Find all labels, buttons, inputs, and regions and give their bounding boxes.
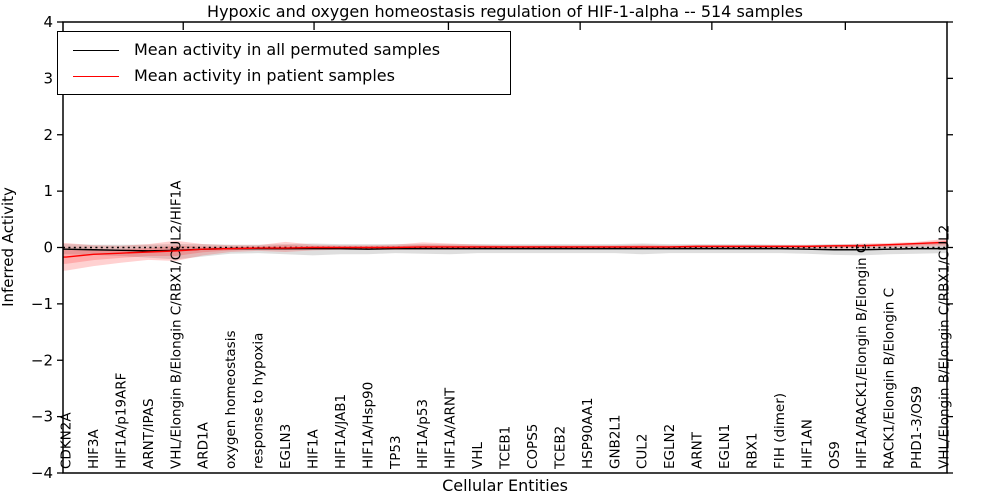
- x-category-label: PHD1-3/OS9: [909, 386, 925, 469]
- x-category-label: TCEB2: [552, 426, 568, 470]
- x-category-label: ARNT: [690, 431, 706, 469]
- x-axis-label: Cellular Entities: [442, 476, 568, 495]
- legend-line-permuted: [73, 49, 119, 51]
- x-category-label: RBX1: [744, 433, 760, 469]
- x-category-label: GNB2L1: [607, 414, 623, 469]
- x-category-label: EGLN3: [278, 424, 294, 469]
- x-category-label: ARD1A: [196, 421, 212, 469]
- legend-item-permuted: Mean activity in all permuted samples: [73, 40, 510, 60]
- patient-mean-line: [63, 241, 947, 258]
- legend-line-patient: [73, 75, 119, 77]
- x-category-label: HIF1A/p53: [415, 399, 431, 469]
- x-category-label: HIF1A/Hsp90: [360, 382, 376, 469]
- x-category-label: FIH (dimer): [772, 393, 788, 469]
- x-category-label: RACK1/Elongin B/Elongin C: [882, 288, 898, 469]
- y-tick-label: −4: [31, 464, 53, 482]
- x-category-label: HIF1A/JAB1: [333, 394, 349, 469]
- x-category-label: HIF1A/p19ARF: [113, 373, 129, 469]
- x-category-label: ARNT/IPAS: [141, 398, 157, 469]
- y-tick-label: −3: [31, 408, 53, 426]
- x-category-label: oxygen homeostasis: [223, 331, 239, 470]
- y-tick-label: −2: [31, 351, 53, 369]
- legend-item-patient: Mean activity in patient samples: [73, 66, 510, 86]
- x-category-label: HIF1A/RACK1/Elongin B/Elongin C: [854, 244, 870, 469]
- x-category-label: OS9: [827, 441, 843, 469]
- x-category-label: EGLN1: [717, 424, 733, 469]
- x-category-label: VHL/Elongin B/Elongin C/RBX1/CUL2: [937, 225, 953, 469]
- patient-band: [63, 239, 947, 271]
- y-tick-label: 1: [43, 182, 53, 200]
- x-category-label: HIF1A: [305, 429, 321, 469]
- x-category-label: HIF3A: [86, 429, 102, 469]
- x-category-label: TCEB1: [498, 426, 514, 470]
- legend-label-permuted: Mean activity in all permuted samples: [134, 40, 441, 59]
- y-tick-label: 2: [43, 126, 53, 144]
- y-tick-label: −1: [31, 295, 53, 313]
- x-category-label: VHL/Elongin B/Elongin C/RBX1/CUL2/HIF1A: [168, 180, 184, 469]
- x-category-label: COPS5: [525, 424, 541, 469]
- x-category-label: CDKN2A: [59, 412, 75, 469]
- x-category-label: HIF1AN: [799, 419, 815, 469]
- x-category-label: response to hypoxia: [251, 333, 267, 469]
- x-category-label: CUL2: [635, 434, 651, 469]
- x-category-label: TP53: [388, 435, 404, 470]
- x-category-label: HSP90AA1: [580, 398, 596, 469]
- legend: Mean activity in all permuted samples Me…: [57, 31, 511, 95]
- x-category-label: VHL: [470, 442, 486, 469]
- y-tick-label: 4: [43, 13, 53, 31]
- y-tick-label: 3: [43, 69, 53, 87]
- y-tick-label: 0: [43, 239, 53, 257]
- legend-label-patient: Mean activity in patient samples: [134, 66, 395, 85]
- x-category-label: EGLN2: [662, 424, 678, 469]
- chart-title: Hypoxic and oxygen homeostasis regulatio…: [207, 2, 803, 21]
- x-category-label: HIF1A/ARNT: [443, 387, 459, 469]
